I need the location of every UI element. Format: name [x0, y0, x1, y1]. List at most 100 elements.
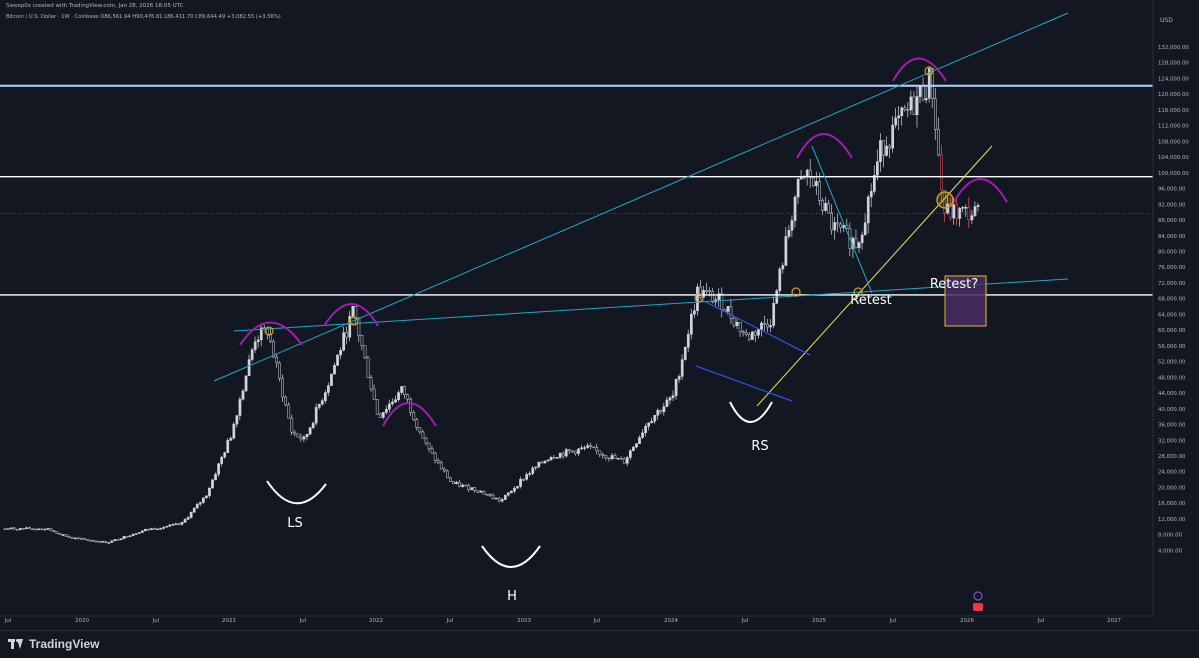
candle-series — [3, 66, 980, 544]
candle-body — [821, 200, 824, 211]
candle-body — [564, 449, 568, 457]
candle-body — [522, 478, 525, 481]
candle-body — [961, 207, 965, 209]
price-tick-label: 132,000.00 — [1158, 45, 1189, 51]
price-tick-label: 32,000.00 — [1158, 438, 1186, 444]
price-tick-label: 64,000.00 — [1158, 312, 1186, 318]
price-tick-label: 108,000.00 — [1158, 139, 1189, 145]
price-tick-label: 88,000.00 — [1158, 218, 1186, 224]
candle-body — [403, 386, 406, 395]
candle-body — [128, 535, 132, 537]
arc-bottom-rs — [729, 401, 773, 423]
price-tick-label: 100,000.00 — [1158, 171, 1189, 177]
candle-body — [741, 331, 745, 334]
price-axis[interactable]: USD 132,000.00 128,000.00 124,000.00 120,000… — [1152, 0, 1199, 630]
tradingview-logo[interactable]: TradingView — [8, 637, 99, 651]
candle-body — [95, 540, 98, 543]
candle-body — [473, 487, 477, 491]
candle-body — [796, 178, 800, 198]
price-chart[interactable]: 122,153.1299,027.7168,950.8089,644.494d … — [0, 0, 1199, 630]
tradingview-wordmark: TradingView — [29, 637, 100, 651]
candle-body — [394, 399, 397, 403]
pivot-marker — [264, 326, 274, 336]
candle-body — [873, 175, 876, 192]
candle-body — [366, 357, 370, 378]
candle-body — [226, 439, 230, 453]
candle-body — [613, 455, 617, 459]
candle-body — [116, 539, 120, 541]
candle-body — [284, 396, 288, 406]
candle-body — [6, 528, 10, 531]
candle-body — [970, 215, 974, 221]
candle-body — [589, 445, 593, 448]
candle-body — [683, 347, 687, 360]
footer-bar: TradingView — [0, 630, 1199, 658]
candle-body — [885, 145, 888, 156]
candle-body — [141, 530, 144, 533]
candle-body — [674, 379, 678, 396]
candle-body — [766, 323, 769, 328]
candle-body — [839, 223, 843, 228]
trendline-cyan-upper — [213, 12, 1069, 382]
candle-body — [552, 457, 556, 459]
candle-body — [409, 399, 413, 413]
candle-body — [375, 399, 379, 415]
candle-body — [503, 494, 507, 500]
candle-body — [833, 222, 837, 231]
candle-body — [43, 528, 47, 531]
candle-body — [769, 325, 772, 328]
candle-body — [836, 222, 840, 225]
arc-top-6 — [953, 178, 1008, 203]
candle-body — [186, 517, 190, 520]
candle-body — [927, 68, 931, 99]
price-tick-label: 68,000.00 — [1158, 297, 1186, 303]
price-tick-label: 28,000.00 — [1158, 454, 1186, 460]
candle-body — [208, 487, 211, 497]
candle-body — [272, 341, 275, 358]
price-tick-label: 120,000.00 — [1158, 92, 1189, 98]
time-tick-label: Jul — [4, 618, 12, 624]
candle-body — [815, 181, 818, 186]
candle-body — [101, 541, 105, 543]
candle-body — [476, 490, 480, 493]
price-tick-label: 92,000.00 — [1158, 202, 1186, 208]
chart-annotations: LS H RS Retest Retest? — [287, 277, 978, 604]
arc-top-5 — [892, 57, 947, 82]
candle-body — [891, 124, 894, 149]
price-tick-label: 84,000.00 — [1158, 234, 1186, 240]
candle-body — [244, 375, 248, 392]
price-tick-label: 128,000.00 — [1158, 61, 1189, 67]
candle-body — [711, 291, 715, 303]
candle-body — [485, 493, 489, 496]
candle-body — [397, 392, 400, 400]
candle-body — [510, 490, 513, 494]
candle-body — [693, 310, 696, 315]
price-tick-label: 40,000.00 — [1158, 407, 1186, 413]
candle-body — [937, 129, 940, 156]
candle-body — [406, 394, 410, 400]
candle-body — [418, 427, 422, 433]
event-badge-icon — [973, 603, 983, 611]
candle-body — [241, 390, 245, 400]
candle-body — [601, 454, 605, 456]
candle-body — [287, 404, 291, 419]
candle-body — [818, 181, 821, 201]
price-tick-label: 20,000.00 — [1158, 485, 1186, 491]
candle-body — [784, 236, 788, 266]
candle-body — [571, 450, 574, 453]
candle-body — [122, 536, 126, 540]
candle-body — [830, 212, 833, 231]
candle-body — [442, 468, 446, 472]
candle-body — [909, 96, 913, 111]
candle-body — [720, 293, 724, 311]
candle-body — [351, 305, 355, 317]
candle-body — [76, 537, 80, 540]
candle-body — [558, 452, 562, 458]
candle-body — [3, 528, 7, 530]
candle-body — [388, 403, 391, 410]
candle-body — [934, 98, 937, 130]
candle-body — [177, 523, 181, 525]
time-axis[interactable]: Jul 2020 Jul 2021 Jul 2022 Jul 2023 Jul 2024 Jul 20… — [0, 615, 1153, 624]
candle-body — [949, 203, 952, 219]
annotation-label: LS — [287, 516, 303, 531]
